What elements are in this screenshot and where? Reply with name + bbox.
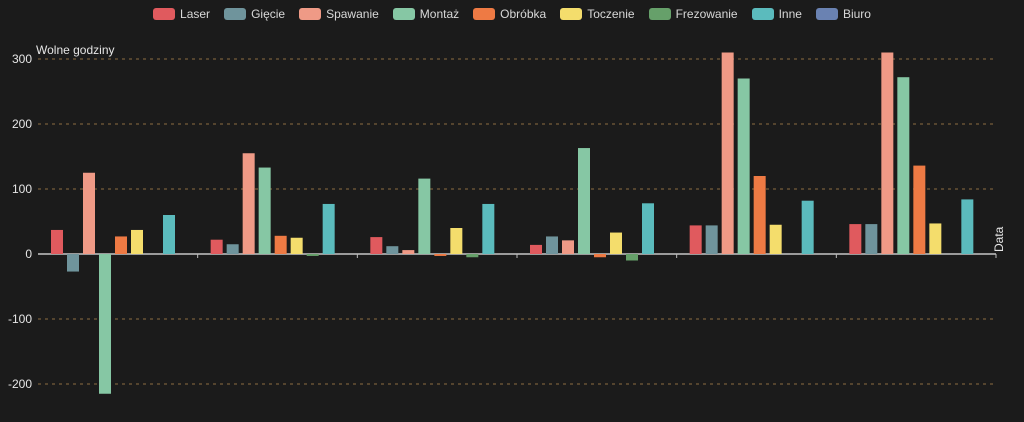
bar <box>306 254 319 256</box>
legend-item[interactable]: Frezowanie <box>648 7 738 21</box>
legend-label: Obróbka <box>500 7 547 21</box>
legend-label: Toczenie <box>587 7 635 21</box>
bar <box>881 52 894 254</box>
bar <box>610 232 622 254</box>
legend-label: Biuro <box>842 7 871 21</box>
legend-item[interactable]: Toczenie <box>560 7 635 21</box>
bar <box>769 224 782 254</box>
bar <box>290 237 303 254</box>
y-tick-label: 300 <box>12 52 32 66</box>
bar <box>466 254 479 258</box>
y-tick-label: 100 <box>12 182 32 196</box>
legend-swatch <box>473 8 496 20</box>
legend-label: Inne <box>778 7 802 21</box>
legend-swatch <box>815 8 838 20</box>
legend-swatch <box>751 8 774 20</box>
legend-item[interactable]: Obróbka <box>473 7 546 21</box>
legend-item[interactable]: Spawanie <box>299 7 379 21</box>
bar <box>897 77 910 254</box>
bar <box>865 224 878 254</box>
y-tick-label: -100 <box>8 312 32 326</box>
legend-item[interactable]: Inne <box>751 7 802 21</box>
legend-item[interactable]: Biuro <box>815 7 871 21</box>
bar <box>418 178 431 254</box>
bar <box>322 203 335 254</box>
bar <box>83 172 95 254</box>
bar <box>258 167 271 254</box>
legend-item[interactable]: Gięcie <box>224 7 285 21</box>
bar <box>530 244 542 254</box>
bar <box>737 78 750 254</box>
bar <box>450 228 463 254</box>
bar <box>386 246 399 254</box>
bar <box>562 240 574 254</box>
bar <box>67 254 79 272</box>
bar <box>594 254 606 258</box>
bar <box>434 254 447 256</box>
bar <box>99 254 111 394</box>
bar <box>163 215 175 254</box>
bar <box>131 229 143 254</box>
legend-swatch <box>153 8 176 20</box>
bar <box>961 199 974 254</box>
bar <box>721 52 734 254</box>
bar <box>115 236 127 254</box>
bar <box>274 235 287 254</box>
legend-label: Frezowanie <box>675 7 738 21</box>
y-axis-title: Wolne godziny <box>36 43 115 57</box>
bar <box>642 203 654 254</box>
legend-label: Gięcie <box>251 7 286 21</box>
legend-swatch <box>299 8 322 20</box>
legend-label: Spawanie <box>326 7 379 21</box>
y-tick-label: -200 <box>8 377 32 391</box>
bar <box>242 153 255 254</box>
y-tick-label: 200 <box>12 117 32 131</box>
bar <box>402 250 415 254</box>
bar <box>801 200 814 254</box>
y-tick-label: 0 <box>25 247 32 261</box>
bar <box>51 229 63 254</box>
bar <box>370 237 383 254</box>
bar <box>849 224 862 254</box>
legend-swatch <box>224 8 247 20</box>
bar <box>705 225 718 254</box>
bar <box>546 236 558 254</box>
bar <box>226 244 239 254</box>
legend-item[interactable]: Montaż <box>392 7 460 21</box>
bar <box>689 225 702 254</box>
legend-swatch <box>648 8 671 20</box>
legend-swatch <box>392 8 415 20</box>
x-axis-title: Data <box>992 226 1006 252</box>
bar <box>482 203 495 254</box>
legend-label: Montaż <box>419 7 460 21</box>
legend-swatch <box>560 8 583 20</box>
bar <box>210 239 223 254</box>
bar <box>626 254 638 261</box>
legend-label: Laser <box>180 7 211 21</box>
bar <box>929 223 942 254</box>
bar <box>913 165 926 254</box>
bar <box>753 176 766 254</box>
chart-legend: Laser Gięcie Spawanie Montaż Obróbka Toczenie… <box>0 7 1024 21</box>
legend-item[interactable]: Laser <box>153 7 210 21</box>
bar <box>578 148 590 254</box>
